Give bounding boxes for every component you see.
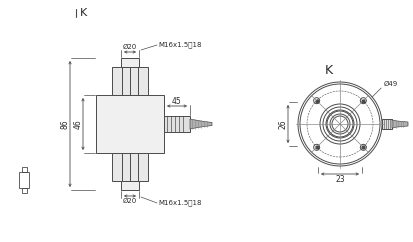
Bar xyxy=(121,181,139,190)
Text: M16x1.5深18: M16x1.5深18 xyxy=(158,200,202,206)
Text: 23: 23 xyxy=(335,175,345,184)
Text: 45: 45 xyxy=(172,97,182,106)
Text: Ø20: Ø20 xyxy=(123,44,137,50)
Bar xyxy=(121,58,139,67)
Bar xyxy=(21,167,26,172)
Text: 26: 26 xyxy=(278,119,287,129)
Bar xyxy=(164,116,190,132)
Bar xyxy=(21,188,26,193)
Text: 86: 86 xyxy=(60,119,69,129)
Text: Ø49: Ø49 xyxy=(384,81,398,87)
Text: K: K xyxy=(325,63,333,76)
Bar xyxy=(112,153,148,181)
Text: M16x1.5深18: M16x1.5深18 xyxy=(158,42,202,48)
Bar xyxy=(382,119,392,129)
Bar xyxy=(19,172,29,188)
Polygon shape xyxy=(392,120,408,128)
Text: 46: 46 xyxy=(74,119,83,129)
Text: Ø20: Ø20 xyxy=(123,198,137,204)
Polygon shape xyxy=(190,119,212,129)
Text: K: K xyxy=(80,8,87,18)
Bar xyxy=(112,67,148,95)
Bar xyxy=(96,95,164,153)
